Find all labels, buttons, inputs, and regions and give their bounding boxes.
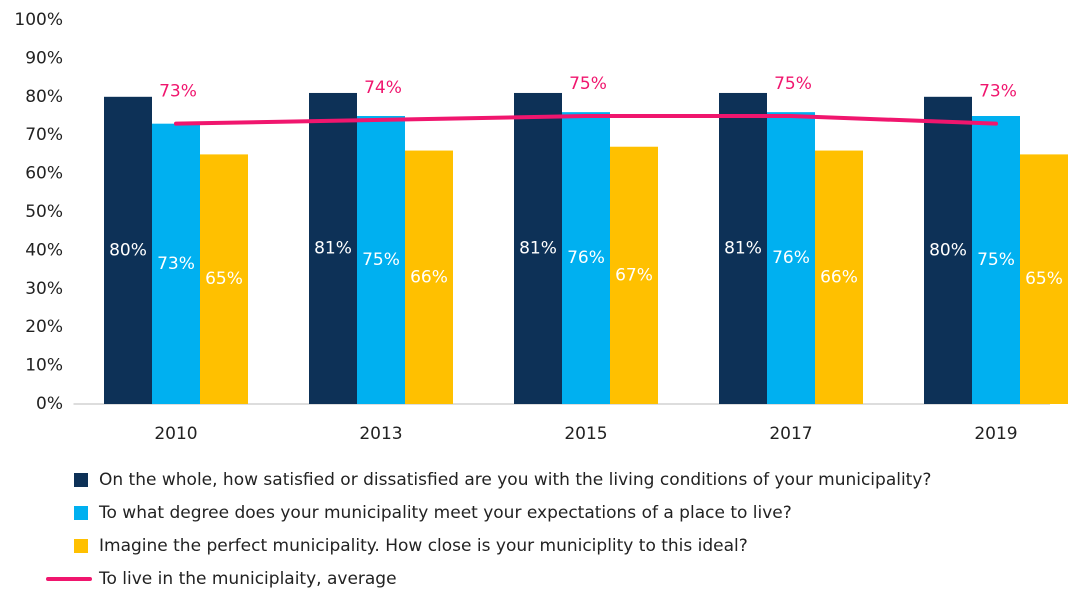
- legend-swatch: [74, 506, 88, 520]
- y-tick-label: 60%: [25, 164, 63, 184]
- line-value-label: 73%: [979, 82, 1017, 102]
- y-tick-label: 100%: [14, 10, 63, 30]
- bar: [152, 123, 200, 405]
- bar: [972, 116, 1020, 404]
- x-tick-label: 2019: [974, 424, 1017, 444]
- bar-value-label: 66%: [820, 267, 858, 287]
- y-tick-label: 40%: [25, 240, 63, 260]
- y-tick-label: 20%: [25, 317, 63, 337]
- bar-value-label: 66%: [410, 267, 448, 287]
- y-tick-label: 80%: [25, 87, 63, 107]
- line-value-label: 74%: [364, 78, 402, 98]
- line-value-label: 75%: [569, 74, 607, 94]
- bar-value-label: 76%: [567, 248, 605, 268]
- bar: [1020, 154, 1068, 404]
- legend-label: Imagine the perfect municipality. How cl…: [99, 536, 748, 556]
- legend-label: To what degree does your municipality me…: [98, 503, 792, 523]
- legend-swatch: [74, 539, 88, 553]
- bar-value-label: 75%: [362, 250, 400, 270]
- bar-value-label: 67%: [615, 265, 653, 285]
- legend-label: On the whole, how satisfied or dissatisf…: [99, 470, 931, 490]
- bar: [610, 146, 658, 404]
- bar: [309, 92, 357, 405]
- bar-value-label: 75%: [977, 250, 1015, 270]
- bar-value-label: 81%: [519, 238, 557, 258]
- line: [174, 114, 998, 126]
- bar-value-label: 80%: [929, 240, 967, 260]
- bar: [562, 112, 610, 404]
- x-tick-label: 2013: [359, 424, 402, 444]
- y-tick-label: 50%: [25, 202, 63, 222]
- y-tick-label: 0%: [36, 394, 63, 414]
- bar-value-label: 65%: [205, 269, 243, 289]
- y-tick-label: 90%: [25, 48, 63, 68]
- bar-value-label: 80%: [109, 240, 147, 260]
- bar-value-label: 81%: [314, 238, 352, 258]
- x-tick-label: 2015: [564, 424, 607, 444]
- legend-label: To live in the municiplaity, average: [98, 569, 397, 589]
- bar: [514, 92, 562, 405]
- bar: [924, 96, 972, 405]
- bar: [357, 116, 405, 404]
- y-tick-label: 30%: [25, 279, 63, 299]
- x-tick-label: 2017: [769, 424, 812, 444]
- bar: [719, 92, 767, 405]
- bar: [815, 150, 863, 404]
- x-tick-label: 2010: [154, 424, 197, 444]
- y-tick-label: 10%: [25, 356, 63, 376]
- bar-value-label: 65%: [1025, 269, 1063, 289]
- legend-swatch: [74, 473, 88, 487]
- y-tick-label: 70%: [25, 125, 63, 145]
- bar-value-label: 73%: [157, 254, 195, 274]
- line-value-label: 75%: [774, 74, 812, 94]
- bar-value-label: 81%: [724, 238, 762, 258]
- bar: [104, 96, 152, 405]
- bar: [200, 154, 248, 404]
- bar: [767, 112, 815, 404]
- bar-value-label: 76%: [772, 248, 810, 268]
- line-value-label: 73%: [159, 82, 197, 102]
- bar: [405, 150, 453, 404]
